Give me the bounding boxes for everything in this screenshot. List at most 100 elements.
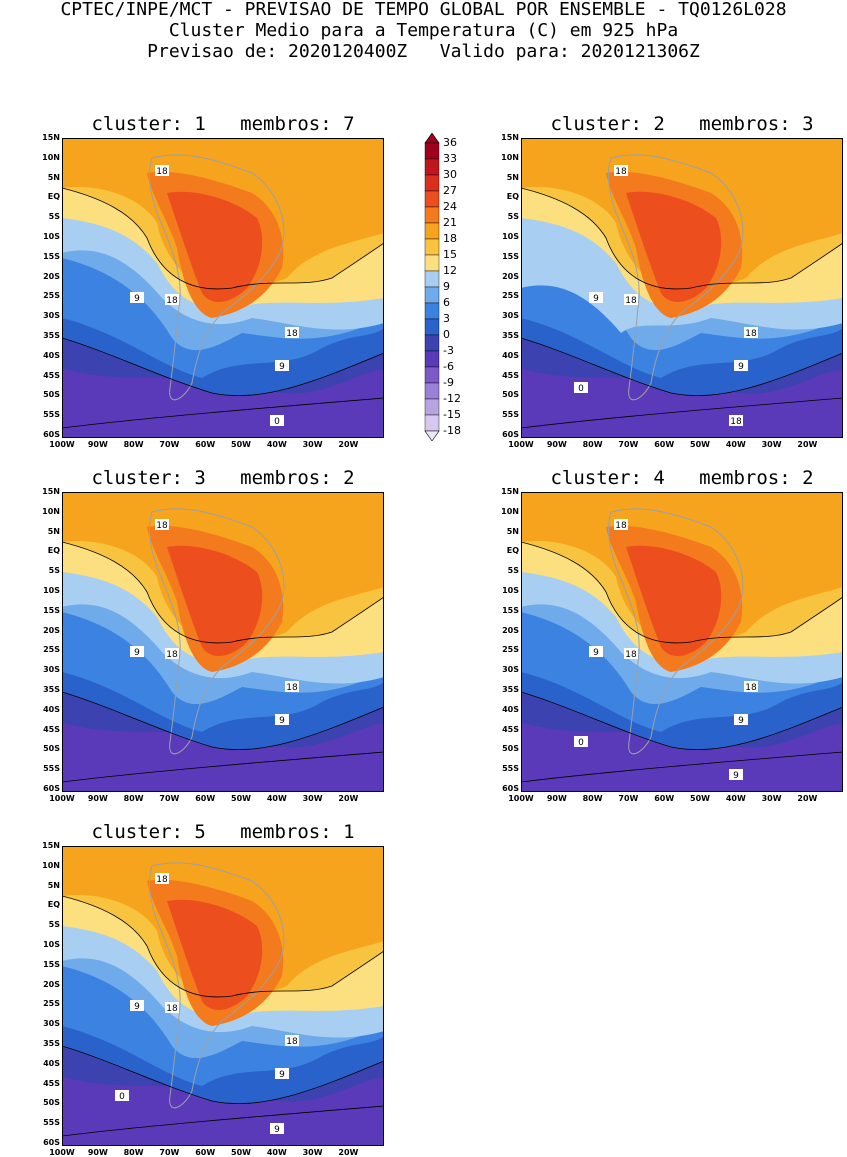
contour-label-bg: [285, 327, 299, 338]
lon-tick-label: 30W: [302, 440, 323, 449]
lon-tick-label: 50W: [690, 794, 710, 803]
lat-tick-label: 60S: [43, 1138, 60, 1147]
title-line-3: Previsao de: 2020120400Z Valido para: 20…: [147, 41, 700, 62]
lat-tick-label: 30S: [43, 311, 60, 321]
colorbar-swatch: [424, 398, 440, 416]
lat-tick-label: 15S: [43, 959, 60, 969]
contour-9: [521, 337, 843, 396]
lat-tick-label: 5N: [47, 880, 60, 890]
lat-tick-label: 35S: [43, 1039, 60, 1048]
contour-label: 0: [578, 738, 584, 748]
lat-tick-label: 5N: [47, 172, 60, 182]
colorbar-label: -18: [443, 424, 461, 437]
contour-label-bg: [744, 327, 758, 338]
contour-label: 18: [286, 683, 298, 693]
contour-label: 9: [593, 294, 599, 304]
lat-tick-label: 45S: [43, 1078, 60, 1088]
panel-title-1: cluster: 1 membros: 7: [91, 113, 355, 135]
lon-tick-label: 70W: [159, 794, 180, 803]
lon-tick-label: 90W: [87, 794, 108, 803]
contour-label-bg: [155, 519, 169, 530]
map-panel-3: 18 18 18 9 9: [62, 492, 384, 792]
contour-label: 9: [279, 716, 285, 726]
colorbar-swatch: [424, 414, 440, 432]
contour-label: 18: [745, 329, 757, 339]
contour-18: [62, 541, 384, 644]
lat-tick-label: 10S: [43, 586, 60, 595]
contour-label-bg: [589, 646, 603, 657]
lat-tick-label: 30S: [502, 665, 519, 675]
lat-tick-label: 10N: [42, 860, 60, 870]
colorbar-label: 27: [443, 184, 457, 197]
contour-9: [62, 691, 384, 750]
contour-label-bg: [614, 165, 628, 176]
lat-tick-label: 10N: [501, 506, 519, 516]
lat-tick-label: EQ: [47, 546, 60, 556]
colorbar-label: 3: [443, 312, 450, 325]
map-panel-4: 18 18 18 9 9 9 0: [521, 492, 843, 792]
colorbar-swatch: [424, 142, 440, 160]
colorbar-swatch: [424, 334, 440, 352]
colorbar-label: -15: [443, 408, 461, 421]
contour-label-bg: [744, 681, 758, 692]
lat-tick-label: 60S: [43, 784, 60, 793]
contour-label-bg: [624, 648, 638, 659]
lat-tick-label: 10N: [501, 152, 519, 162]
lat-tick-label: EQ: [47, 900, 60, 910]
lat-tick-label: 5N: [506, 526, 519, 536]
band-27: [167, 545, 263, 657]
lat-tick-label: EQ: [506, 192, 519, 202]
lat-tick-label: 55S: [43, 1118, 60, 1128]
contour-label: 18: [730, 417, 742, 427]
lat-tick-label: 20S: [43, 979, 60, 989]
lat-tick-label: 5S: [48, 212, 60, 222]
colorbar-label: 30: [443, 168, 457, 181]
colorbar-swatch: [424, 286, 440, 304]
lon-tick-label: 70W: [618, 440, 639, 449]
lat-tick-label: 10S: [43, 940, 60, 949]
contour-label-bg: [155, 165, 169, 176]
contour-label: 9: [738, 716, 744, 726]
contour-label-bg: [165, 648, 179, 659]
band-27: [167, 191, 263, 303]
lat-tick-label: 35S: [502, 331, 519, 340]
lat-tick-label: 15N: [501, 133, 519, 142]
coastline: [608, 154, 744, 401]
colorbar-swatch: [424, 270, 440, 288]
lon-tick-label: 80W: [123, 794, 144, 803]
lat-tick-label: EQ: [506, 546, 519, 556]
lon-tick-label: 80W: [582, 794, 603, 803]
contour-label-bg: [614, 519, 628, 530]
lat-tick-label: 15S: [43, 605, 60, 615]
lat-tick-label: 5N: [47, 526, 60, 536]
lon-tick-label: 60W: [195, 440, 216, 449]
lat-tick-label: 35S: [43, 685, 60, 694]
lat-tick-label: 10N: [42, 506, 60, 516]
contour-18: [521, 541, 843, 644]
lat-tick-label: 40S: [43, 350, 60, 360]
colorbar-label: 0: [443, 328, 450, 341]
lon-tick-label: 50W: [690, 440, 710, 449]
lat-tick-label: 30S: [502, 311, 519, 321]
lat-tick-label: 10N: [42, 152, 60, 162]
contour-label: 18: [166, 296, 178, 306]
contour-label-bg: [729, 769, 743, 780]
panel-frame: [521, 138, 843, 438]
contour-label: 18: [625, 296, 637, 306]
contour-label: 18: [615, 521, 627, 531]
lat-tick-label: 45S: [502, 724, 519, 734]
lon-tick-label: 60W: [195, 794, 216, 803]
contour-label: 18: [615, 167, 627, 177]
colorbar-label: 33: [443, 152, 457, 165]
lon-tick-label: 20W: [797, 794, 818, 803]
lat-tick-label: EQ: [47, 192, 60, 202]
colorbar-label: 18: [443, 232, 457, 245]
lon-tick-label: 80W: [123, 440, 144, 449]
contour-label-bg: [130, 646, 144, 657]
contour-label: 18: [156, 875, 168, 885]
lon-tick-label: 90W: [546, 794, 567, 803]
lat-tick-label: 55S: [43, 410, 60, 420]
contour-9: [521, 691, 843, 750]
lat-tick-label: 5S: [507, 566, 519, 576]
coastline: [149, 862, 285, 1109]
